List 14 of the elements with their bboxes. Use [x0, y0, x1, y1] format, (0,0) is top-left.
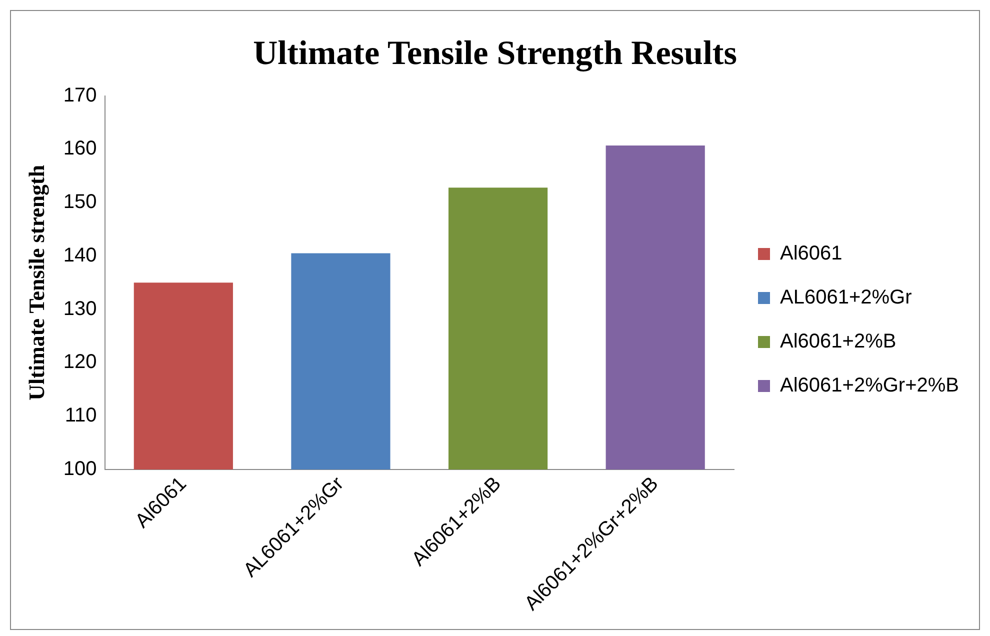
legend-label: Al6061+2%Gr+2%B: [780, 374, 960, 397]
legend-label: Al6061: [780, 242, 842, 265]
y-tick-label: 170: [63, 84, 97, 106]
y-tick-label: 150: [63, 191, 97, 214]
y-tick-label: 120: [63, 351, 97, 374]
y-tick-label: 160: [63, 138, 97, 160]
chart-title: Ultimate Tensile Strength Results: [253, 35, 737, 72]
y-tick-label: 100: [63, 458, 97, 480]
y-tick-label: 140: [63, 244, 97, 266]
legend-label: AL6061+2%Gr: [780, 286, 912, 309]
y-tick-label: 130: [63, 298, 97, 320]
legend-label: Al6061+2%B: [780, 330, 896, 353]
y-axis-title: Ultimate Tensile strength: [24, 164, 49, 400]
y-tick-label: 110: [64, 404, 97, 427]
